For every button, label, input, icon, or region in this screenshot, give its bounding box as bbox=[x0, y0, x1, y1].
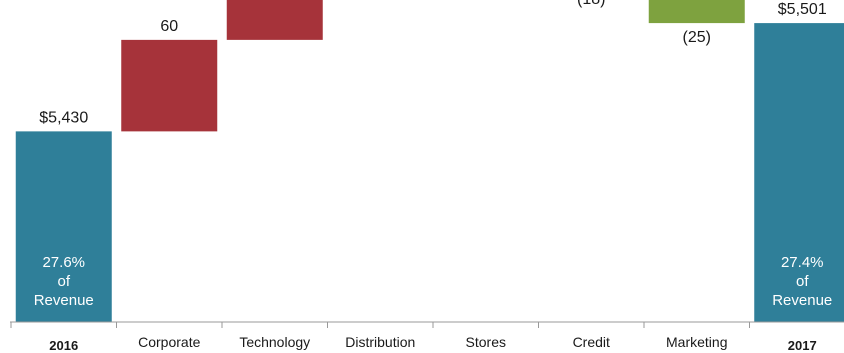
bar-2016 bbox=[15, 131, 112, 322]
labels-layer: $5,430603323(2)(18)(25)$5,50127.6%ofReve… bbox=[34, 0, 833, 309]
category-label-credit: Credit bbox=[573, 334, 610, 350]
total-note-line: of bbox=[57, 273, 70, 290]
category-label-2017: 2017 bbox=[788, 338, 817, 353]
category-label-stores: Stores bbox=[466, 334, 506, 350]
total-note-line: of bbox=[796, 273, 809, 290]
total-note-line: 27.4% bbox=[781, 254, 824, 271]
total-note-2017: 27.4% of Revenue bbox=[772, 254, 832, 309]
category-label-technology: Technology bbox=[239, 334, 310, 350]
bar-marketing bbox=[648, 0, 745, 24]
bar-technology bbox=[226, 0, 323, 40]
value-label-2017: $5,501 bbox=[778, 1, 827, 18]
value-label-2016: $5,430 bbox=[39, 109, 88, 126]
bars-layer bbox=[15, 0, 844, 322]
total-note-line: Revenue bbox=[772, 292, 832, 309]
category-label-2016: 2016 bbox=[49, 338, 78, 353]
category-label-marketing: Marketing bbox=[666, 334, 727, 350]
total-note-line: Revenue bbox=[34, 292, 94, 309]
category-label-corporate: Corporate bbox=[138, 334, 200, 350]
bar-corporate bbox=[121, 39, 218, 132]
bar-2017 bbox=[754, 23, 844, 322]
value-label-credit: (18) bbox=[577, 0, 605, 8]
x-axis-ticks bbox=[10, 322, 750, 328]
category-label-distribution: Distribution bbox=[345, 334, 415, 350]
x-axis-categories: 2016 Corporate Technology Distribution Store… bbox=[49, 334, 816, 353]
value-label-corporate: 60 bbox=[160, 18, 178, 35]
total-note-2016: 27.6% of Revenue bbox=[34, 254, 94, 309]
value-label-marketing: (25) bbox=[683, 29, 711, 46]
total-note-line: 27.6% bbox=[42, 254, 85, 271]
